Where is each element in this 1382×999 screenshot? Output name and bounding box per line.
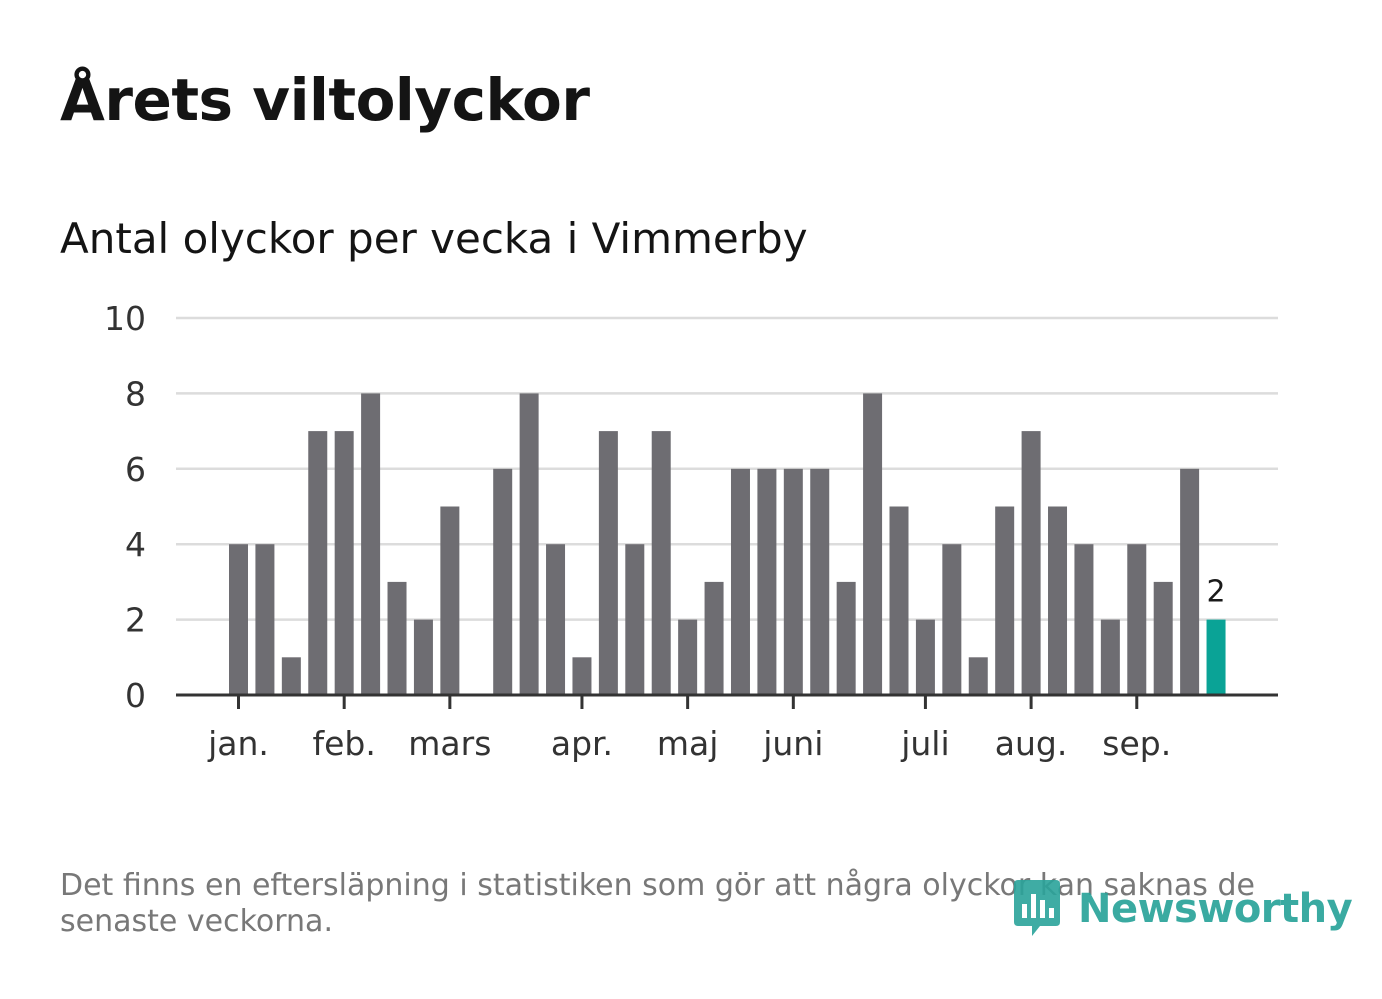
bar [1180,468,1200,695]
bar [519,393,539,695]
x-tick-label: sep. [1102,724,1171,763]
data-label: 2 [1206,575,1225,610]
x-tick-label: juni [762,724,823,763]
bar [625,544,645,695]
bar [387,581,407,695]
bar [783,468,803,695]
bar [757,468,777,695]
bar [863,393,883,695]
bar [704,581,724,695]
bar [361,393,381,695]
bar [493,468,513,695]
brand-name: Newsworthy [1078,886,1353,932]
x-tick-label: juli [900,724,949,763]
chart-subtitle: Antal olyckor per vecka i Vimmerby [60,214,808,263]
bar [1021,431,1041,695]
labels: 0 2 4 6 8 10 2 jan. feb. mars apr. maj juni juli aug. s… [104,299,1226,763]
x-tick-label: mars [408,724,491,763]
bar [1206,619,1226,695]
x-tick-label: feb. [313,724,376,763]
bar [730,468,750,695]
bar [229,544,248,695]
x-tick-label: aug. [995,724,1068,763]
chart-title: Årets viltolyckor [60,66,590,134]
bar [546,544,566,695]
y-tick-label: 0 [125,676,146,715]
bars [229,393,1226,695]
bar [308,431,328,695]
x-axis [176,693,1278,709]
bar [836,581,856,695]
bar [995,506,1015,695]
bar [255,544,275,695]
bar [413,619,433,695]
bar [915,619,935,695]
bar [281,657,301,695]
x-tick-label: jan. [207,724,269,763]
bar [651,431,671,695]
brand-logo: Newsworthy [1010,878,1353,940]
bar [1153,581,1173,695]
bar [678,619,698,695]
bar [810,468,830,695]
y-tick-label: 4 [125,525,146,564]
bar [942,544,962,695]
y-tick-label: 6 [125,450,146,489]
y-tick-label: 2 [125,601,146,640]
bar [889,506,909,695]
bar [334,431,354,695]
newsworthy-logo-icon [1014,880,1060,936]
bar [1100,619,1120,695]
bar [572,657,592,695]
bar [598,431,618,695]
bar [1048,506,1068,695]
bar [440,506,460,695]
x-tick-label: apr. [551,724,613,763]
y-tick-label: 8 [125,374,146,413]
y-tick-label: 10 [104,299,146,338]
bar [1074,544,1094,695]
bar [968,657,988,695]
x-tick-label: maj [657,724,719,763]
bar-chart: 0 2 4 6 8 10 2 jan. feb. mars apr. maj juni juli aug. s… [104,299,1278,763]
bar [1127,544,1147,695]
gridlines [176,316,1278,621]
